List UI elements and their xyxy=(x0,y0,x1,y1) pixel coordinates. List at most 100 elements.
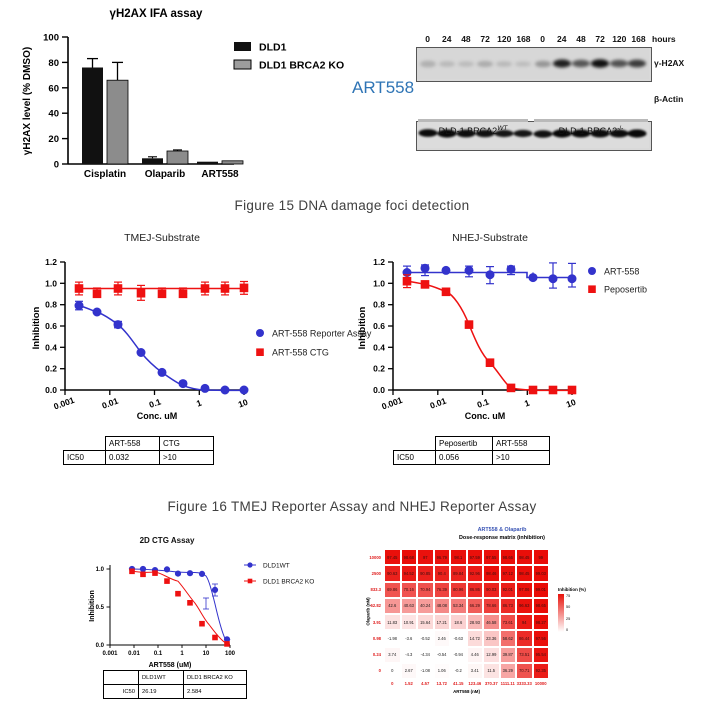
heatmap-legend-tick: 0 xyxy=(566,627,569,632)
blot-group-label-ko: DLD-1 BRCA2-/- xyxy=(530,125,652,136)
svg-text:0.001: 0.001 xyxy=(380,395,404,412)
heatmap-cell: 92.96 xyxy=(466,565,483,582)
heatmap-y-tick: 0.98 xyxy=(372,635,381,641)
table-row: IC50 0.056 >10 xyxy=(393,450,550,465)
tmej-ylabel: Inhibition xyxy=(31,306,42,349)
heatmap-cell: 95.54 xyxy=(532,646,549,663)
blot-drug-label: ART558 xyxy=(352,78,415,97)
blot-group-label-wt-text: DLD-1 BRCA2 xyxy=(438,126,498,136)
heatmap-legend-tick: 25 xyxy=(566,616,571,621)
svg-text:DLD1WT: DLD1WT xyxy=(263,563,290,570)
blot-timepoint: 48 xyxy=(576,34,586,44)
heatmap-cell: 98.45 xyxy=(516,549,533,566)
heatmap-cell: 66.29 xyxy=(466,597,483,614)
tmej-ic50-rowlabel: IC50 xyxy=(63,450,106,465)
heatmap-cell: 3.74 xyxy=(384,646,401,663)
tmej-substrate-chart: TMEJ-Substrate 0.0 0.2 0.4 0.6 0.8 1.0 1. xyxy=(22,232,372,422)
svg-text:10: 10 xyxy=(203,651,210,657)
heatmap-cell: 96.63 xyxy=(516,597,533,614)
ctg2d-ic50-value-ko: 2.584 xyxy=(183,684,247,699)
table-row: DLD1WT DLD1 BRCA2 KO xyxy=(103,670,247,685)
heatmap-y-tick: 2500 xyxy=(371,570,381,576)
heatmap-xlabel: ART558 (nM) xyxy=(453,689,480,694)
heatmap-cell: 17.21 xyxy=(433,614,450,631)
svg-text:10: 10 xyxy=(565,397,578,410)
heatmap-cell: 40.24 xyxy=(417,597,434,614)
tmej-axes xyxy=(60,261,245,395)
blot-group-label-wt-sup: WT xyxy=(497,125,508,132)
blot-timepoint: 120 xyxy=(612,34,627,44)
blot-hours-label: hours xyxy=(652,34,676,44)
heatmap-y-tick: 0.24 xyxy=(372,652,381,658)
heatmap-cell: 18.6 xyxy=(450,614,467,631)
svg-text:1.0: 1.0 xyxy=(373,278,385,288)
bar-group-art558 xyxy=(197,160,244,165)
heatmap-cell: 99.03 xyxy=(532,565,549,582)
nhej-ic50-value-peposertib: 0.056 xyxy=(435,450,493,465)
heatmap-cell: 98.45 xyxy=(516,565,533,582)
svg-text:0.6: 0.6 xyxy=(45,321,57,331)
heatmap-legend-tick: 50 xyxy=(566,605,571,610)
heatmap-x-tick: 1.52 xyxy=(404,681,413,686)
heatmap-y-tick: 3.91 xyxy=(372,619,381,625)
heatmap-cell: 11.83 xyxy=(384,614,401,631)
svg-text:0.001: 0.001 xyxy=(102,651,118,657)
svg-text:ART558: ART558 xyxy=(201,169,239,180)
ctg2d-ic50-value-wt: 26.19 xyxy=(138,684,184,699)
bar-chart-ylabel: γH2AX level (% DMSO) xyxy=(22,47,33,155)
heatmap-x-tick: 4.57 xyxy=(421,681,430,686)
heatmap-cell: 70.94 xyxy=(417,581,434,598)
heatmap-cell: 98.27 xyxy=(532,614,549,631)
nhej-ylabel: Inhibition xyxy=(357,306,368,349)
svg-text:0.1: 0.1 xyxy=(476,396,491,410)
heatmap-cell: 97 xyxy=(417,549,434,566)
bar-chart-legend: DLD1 DLD1 BRCA2 KO xyxy=(233,42,344,72)
blot-timepoint-row: 0 24 48 72 120 168 0 24 48 72 120 168 xyxy=(418,34,648,44)
blot-timepoint: 0 xyxy=(540,34,545,44)
heatmap-cell: 76.39 xyxy=(433,581,450,598)
caption-figure-15: Figure 15 DNA damage foci detection xyxy=(234,198,470,213)
heatmap-cell: 90.85 xyxy=(417,565,434,582)
heatmap-cell: 15.64 xyxy=(417,614,434,631)
heatmap-cell: 90.03 xyxy=(483,581,500,598)
heatmap-legend: Inhibition (%) 75 50 25 0 xyxy=(558,587,628,632)
nhej-ic50-rowlabel: IC50 xyxy=(393,450,436,465)
table-row: IC50 0.032 >10 xyxy=(63,450,214,465)
bar-chart-category-labels: Cisplatin Olaparib ART558 xyxy=(84,169,239,180)
tmej-ic50-table: ART-558 CTG IC50 0.032 >10 xyxy=(63,436,214,465)
heatmap-legend-title: Inhibition (%) xyxy=(558,587,586,592)
nhej-xlabel: Conc. uM xyxy=(465,411,506,421)
heatmap-cell: 86.86 xyxy=(466,581,483,598)
ctg2d-chart-title: 2D CTG Assay xyxy=(139,536,195,545)
ctg2d-chart: 2D CTG Assay 0.0 0.5 1.0 0.001 0.01 0.1 xyxy=(32,534,332,674)
heatmap-x-tick: 0 xyxy=(391,681,394,686)
heatmap-cell: 73.51 xyxy=(516,646,533,663)
heatmap-cell: 69.86 xyxy=(384,581,401,598)
svg-text:Olaparib: Olaparib xyxy=(145,169,186,180)
blot-group-line-left xyxy=(418,119,528,122)
heatmap-subtitle: Dose-response matrix (inhibition) xyxy=(459,535,545,541)
heatmap-cell: 89.84 xyxy=(450,565,467,582)
svg-text:0.01: 0.01 xyxy=(100,396,119,411)
svg-text:80: 80 xyxy=(48,58,59,69)
blot-row-label-gamma: γ-H2AX xyxy=(654,58,685,68)
tmej-ic50-header-ctg: CTG xyxy=(159,436,214,451)
heatmap-cell: 10.91 xyxy=(400,614,417,631)
nhej-ic50-table: Peposertib ART-558 IC50 0.056 >10 xyxy=(393,436,550,465)
svg-text:0.4: 0.4 xyxy=(45,342,57,352)
heatmap-cell: 97.12 xyxy=(499,565,516,582)
nhej-legend: ART-558 Peposertib xyxy=(588,267,647,295)
heatmap-cell: 99 xyxy=(532,549,549,566)
ctg2d-series-ko xyxy=(129,568,231,647)
svg-text:1.0: 1.0 xyxy=(96,567,105,573)
heatmap-cell: 28.93 xyxy=(466,614,483,631)
blot-timepoint: 24 xyxy=(557,34,567,44)
tmej-xtick-labels: 0.001 0.01 0.1 1 10 xyxy=(52,395,249,412)
svg-text:0.0: 0.0 xyxy=(96,643,105,649)
svg-text:100: 100 xyxy=(225,651,236,657)
blot-beta-actin-box xyxy=(416,121,652,151)
heatmap-cell: 90.4 xyxy=(433,565,450,582)
tmej-ic50-header-art558: ART-558 xyxy=(105,436,160,451)
blot-timepoint: 72 xyxy=(595,34,605,44)
